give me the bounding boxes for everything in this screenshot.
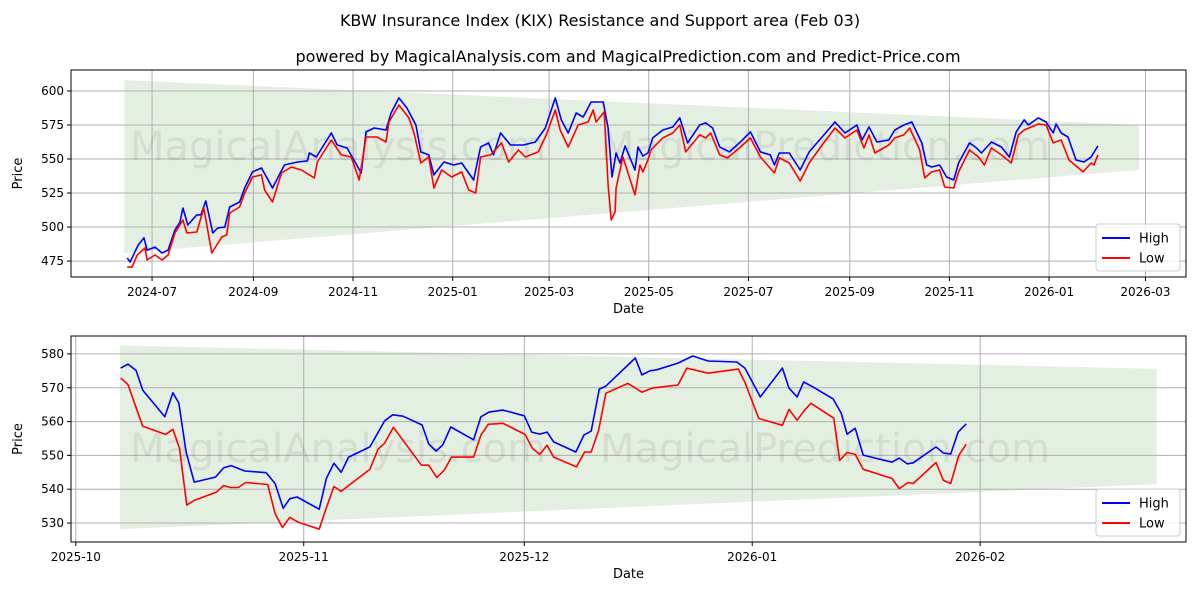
x-tick-label: 2025-05 [624,285,674,299]
y-axis-label: Price [11,423,26,455]
watermark: MagicalAnalysis.com [130,124,546,170]
legend-label-high: High [1139,232,1169,247]
bottom-chart-recent: MagicalAnalysis.com MagicalPrediction.com… [11,335,1187,582]
chart-subtitle: powered by MagicalAnalysis.com and Magic… [295,47,960,66]
series-line-low [120,367,967,530]
legend-box [1095,223,1181,272]
x-tick-label: 2025-07 [723,285,773,299]
plot-frame [70,69,1187,278]
x-tick-label: 2024-09 [228,285,278,299]
x-tick-label: 2024-11 [328,285,378,299]
chart-title: KBW Insurance Index (KIX) Resistance and… [340,11,860,30]
plot-frame [70,335,1187,543]
x-tick-label: 2026-01 [1024,285,1074,299]
y-tick-label: 550 [41,152,64,166]
plot-area: MagicalAnalysis.com MagicalPrediction.com [71,336,1186,542]
top-chart-full-history: MagicalAnalysis.com MagicalPrediction.com… [11,69,1187,317]
x-tick-label: 2026-03 [1120,285,1170,299]
x-axis-label: Date [613,302,644,317]
legend-label-low: Low [1139,517,1165,532]
x-tick-label: 2025-09 [825,285,875,299]
y-tick-label: 570 [41,381,64,395]
x-tick-label: 2026-01 [727,550,777,564]
x-tick-label: 2025-11 [924,285,974,299]
series-line-high [126,97,1099,263]
y-tick-label: 475 [41,254,64,268]
series-line-high [120,355,967,511]
x-tick-label: 2025-10 [51,550,101,564]
watermark: MagicalAnalysis.com [130,426,546,472]
x-tick-label: 2025-12 [499,550,549,564]
legend-box [1095,488,1181,537]
y-tick-label: 500 [41,220,64,234]
y-tick-label: 525 [41,186,64,200]
x-tick-label: 2025-03 [524,285,574,299]
watermark: MagicalPrediction.com [600,426,1050,472]
support-resistance-band [119,345,1157,530]
legend: High Low [1095,223,1181,272]
y-axis-label: Price [11,158,26,190]
y-tick-label: 550 [41,448,64,462]
x-tick-label: 2025-11 [279,550,329,564]
legend-label-high: High [1139,497,1169,512]
y-tick-label: 540 [41,482,64,496]
y-tick-label: 560 [41,415,64,429]
legend-label-low: Low [1139,252,1165,267]
plot-area: MagicalAnalysis.com MagicalPrediction.com [71,70,1186,277]
y-tick-label: 580 [41,347,64,361]
support-resistance-band [124,80,1139,253]
y-tick-label: 600 [41,84,64,98]
x-axis-label: Date [613,567,644,582]
y-tick-label: 575 [41,118,64,132]
x-tick-label: 2024-07 [127,285,177,299]
series-line-low [127,104,1099,268]
x-tick-label: 2025-01 [428,285,478,299]
y-tick-label: 530 [41,516,64,530]
x-tick-label: 2026-02 [955,550,1005,564]
legend: High Low [1095,488,1181,537]
